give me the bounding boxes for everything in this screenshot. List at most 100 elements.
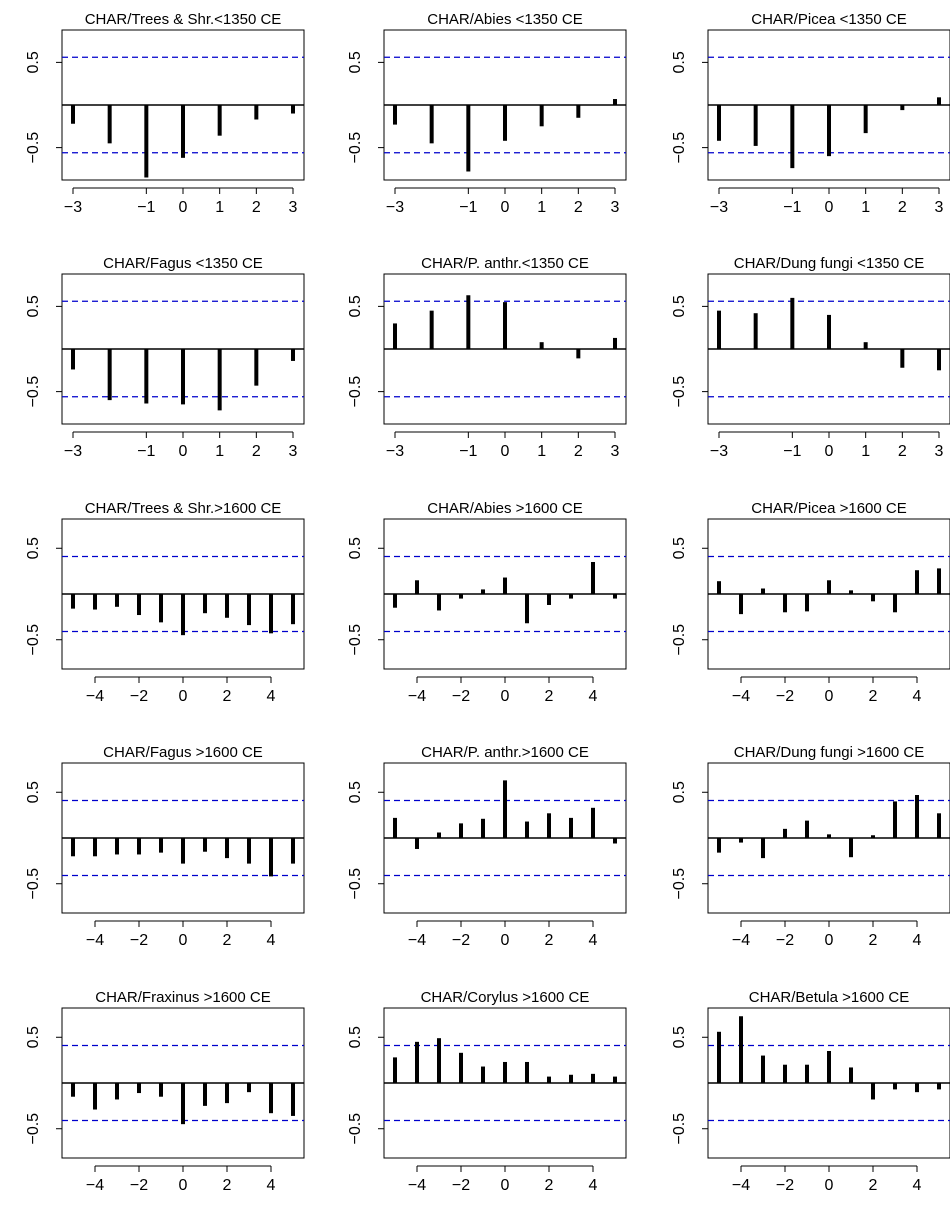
- x-tick-label: 3: [289, 443, 298, 460]
- x-tick-label: 0: [825, 199, 834, 216]
- chart-title: CHAR/P. anthr.<1350 CE: [421, 255, 589, 272]
- x-tick-label: 0: [501, 199, 510, 216]
- y-tick-label: 0.5: [671, 537, 688, 559]
- x-tick-label: 2: [223, 932, 232, 949]
- y-tick-label: −0.5: [25, 132, 42, 164]
- y-tick-label: −0.5: [25, 868, 42, 900]
- x-tick-label: 3: [935, 443, 944, 460]
- x-tick-label: 2: [545, 932, 554, 949]
- x-tick-label: 2: [869, 688, 878, 705]
- x-tick-label: 2: [252, 199, 261, 216]
- x-tick-label: 4: [589, 688, 598, 705]
- x-tick-label: −4: [86, 932, 104, 949]
- chart-title: CHAR/Betula >1600 CE: [749, 989, 910, 1006]
- y-tick-label: −0.5: [347, 132, 364, 164]
- y-tick-label: −0.5: [671, 624, 688, 656]
- x-tick-label: 4: [913, 1177, 922, 1194]
- y-tick-label: 0.5: [671, 1026, 688, 1048]
- x-tick-label: 2: [223, 1177, 232, 1194]
- x-tick-label: −1: [137, 443, 155, 460]
- x-tick-label: 1: [537, 443, 546, 460]
- y-tick-label: −0.5: [671, 868, 688, 900]
- chart-title: CHAR/Picea >1600 CE: [751, 500, 907, 517]
- x-tick-label: 3: [611, 199, 620, 216]
- y-tick-label: 0.5: [25, 1026, 42, 1048]
- chart-title: CHAR/P. anthr.>1600 CE: [421, 744, 589, 761]
- x-tick-label: 1: [215, 199, 224, 216]
- x-tick-label: 0: [179, 932, 188, 949]
- x-tick-label: 2: [223, 688, 232, 705]
- y-tick-label: 0.5: [347, 781, 364, 803]
- x-tick-label: −4: [408, 688, 426, 705]
- x-tick-label: 4: [267, 688, 276, 705]
- x-tick-label: 4: [267, 1177, 276, 1194]
- y-tick-label: 0.5: [347, 51, 364, 73]
- x-tick-label: −1: [783, 443, 801, 460]
- x-tick-label: 0: [179, 199, 188, 216]
- y-tick-label: −0.5: [25, 376, 42, 408]
- chart-panel: CHAR/P. anthr.>1600 CE 0.5 −0.5 −4 −2 0 2 4: [347, 744, 627, 949]
- x-tick-label: 2: [545, 688, 554, 705]
- x-tick-label: 0: [501, 932, 510, 949]
- chart-panel: CHAR/P. anthr.<1350 CE 0.5 −0.5 −3 −1 0 1 2 3: [347, 255, 627, 460]
- chart-panel: CHAR/Betula >1600 CE 0.5 −0.5 −4 −2 0 2 4: [671, 989, 950, 1194]
- y-tick-label: 0.5: [25, 295, 42, 317]
- chart-panel: CHAR/Fagus <1350 CE 0.5 −0.5 −3 −1 0 1 2 3: [25, 255, 305, 460]
- x-tick-label: 2: [898, 199, 907, 216]
- y-tick-label: −0.5: [347, 624, 364, 656]
- y-tick-label: −0.5: [347, 1113, 364, 1145]
- x-tick-label: 2: [898, 443, 907, 460]
- x-tick-label: 4: [913, 932, 922, 949]
- x-tick-label: 0: [501, 1177, 510, 1194]
- x-tick-label: 1: [215, 443, 224, 460]
- x-tick-label: −3: [64, 443, 82, 460]
- x-tick-label: 1: [537, 199, 546, 216]
- x-tick-label: −3: [710, 199, 728, 216]
- x-tick-label: 3: [289, 199, 298, 216]
- chart-panel: CHAR/Picea >1600 CE 0.5 −0.5 −4 −2 0 2 4: [671, 500, 950, 705]
- chart-panel: CHAR/Dung fungi <1350 CE 0.5 −0.5 −3 −1 0 1 2 3: [671, 255, 950, 460]
- x-tick-label: −4: [732, 688, 750, 705]
- chart-title: CHAR/Abies <1350 CE: [427, 11, 583, 28]
- x-tick-label: 0: [825, 443, 834, 460]
- x-tick-label: 0: [825, 932, 834, 949]
- x-tick-label: −2: [776, 932, 794, 949]
- x-tick-label: −4: [408, 932, 426, 949]
- chart-title: CHAR/Fagus <1350 CE: [103, 255, 263, 272]
- chart-panel: CHAR/Fraxinus >1600 CE 0.5 −0.5 −4 −2 0 2 4: [25, 989, 305, 1194]
- y-tick-label: 0.5: [347, 295, 364, 317]
- chart-title: CHAR/Fagus >1600 CE: [103, 744, 263, 761]
- chart-panel: CHAR/Trees & Shr.>1600 CE 0.5 −0.5 −4 −2 0 2 4: [25, 500, 305, 705]
- y-tick-label: 0.5: [671, 295, 688, 317]
- x-tick-label: 2: [869, 932, 878, 949]
- x-tick-label: 0: [179, 1177, 188, 1194]
- x-tick-label: 2: [545, 1177, 554, 1194]
- x-tick-label: −2: [452, 688, 470, 705]
- chart-title: CHAR/Picea <1350 CE: [751, 11, 907, 28]
- chart-panel: CHAR/Dung fungi >1600 CE 0.5 −0.5 −4 −2 0 2 4: [671, 744, 950, 949]
- x-tick-label: 1: [861, 199, 870, 216]
- x-tick-label: −4: [86, 688, 104, 705]
- chart-title: CHAR/Trees & Shr.<1350 CE: [85, 11, 282, 28]
- x-tick-label: −4: [86, 1177, 104, 1194]
- chart-title: CHAR/Corylus >1600 CE: [421, 989, 590, 1006]
- x-tick-label: −3: [386, 443, 404, 460]
- x-tick-label: 4: [589, 1177, 598, 1194]
- chart-panel: CHAR/Trees & Shr.<1350 CE 0.5 −0.5 −3 −1 0 1 2 3: [25, 11, 305, 216]
- x-tick-label: −2: [130, 688, 148, 705]
- x-tick-label: 0: [501, 688, 510, 705]
- x-tick-label: −3: [710, 443, 728, 460]
- y-tick-label: 0.5: [671, 51, 688, 73]
- x-tick-label: −2: [130, 1177, 148, 1194]
- x-tick-label: −2: [452, 1177, 470, 1194]
- x-tick-label: −4: [732, 1177, 750, 1194]
- x-tick-label: −3: [386, 199, 404, 216]
- x-tick-label: 0: [825, 1177, 834, 1194]
- chart-panel: CHAR/Abies >1600 CE 0.5 −0.5 −4 −2 0 2 4: [347, 500, 627, 705]
- y-tick-label: −0.5: [25, 624, 42, 656]
- x-tick-label: −1: [137, 199, 155, 216]
- y-tick-label: 0.5: [25, 537, 42, 559]
- chart-title: CHAR/Dung fungi >1600 CE: [734, 744, 925, 761]
- x-tick-label: 0: [179, 443, 188, 460]
- x-tick-label: 2: [252, 443, 261, 460]
